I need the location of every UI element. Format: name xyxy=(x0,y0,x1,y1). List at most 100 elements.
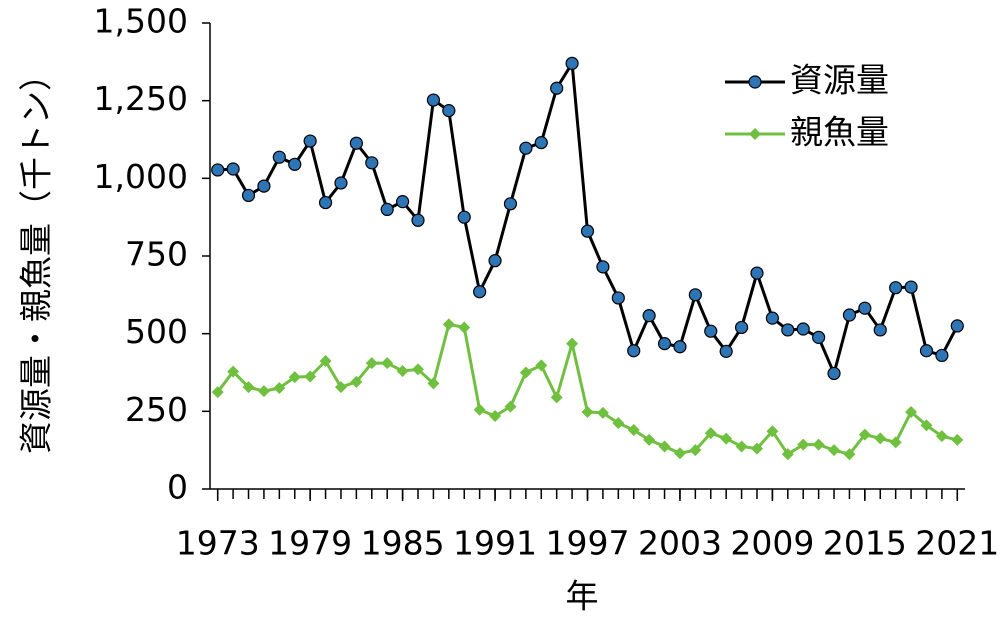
marker xyxy=(734,320,749,335)
y-tick-label: 1,250 xyxy=(94,79,188,118)
marker xyxy=(688,288,702,302)
marker xyxy=(458,321,471,334)
y-tick-label: 0 xyxy=(167,468,188,507)
marker xyxy=(843,448,856,461)
marker xyxy=(242,381,255,394)
marker xyxy=(765,311,779,325)
marker xyxy=(412,363,425,376)
marker xyxy=(796,322,810,336)
y-tick-label: 1,500 xyxy=(94,2,188,41)
marker xyxy=(211,386,224,399)
marker xyxy=(828,444,841,457)
y-axis-title: 資源量・親魚量（千トン） xyxy=(17,58,56,454)
marker xyxy=(241,188,256,203)
legend-label: 資源量 xyxy=(790,61,889,100)
marker xyxy=(904,280,918,294)
marker xyxy=(396,195,410,209)
marker xyxy=(257,385,270,398)
x-tick-label: 2021 xyxy=(915,524,999,563)
marker xyxy=(442,318,455,331)
marker xyxy=(612,417,625,430)
marker xyxy=(858,428,871,441)
marker xyxy=(827,366,841,381)
marker xyxy=(812,330,826,344)
marker xyxy=(781,323,795,337)
marker xyxy=(748,75,762,89)
marker xyxy=(334,381,347,394)
marker xyxy=(566,337,579,350)
marker xyxy=(442,104,456,118)
marker xyxy=(473,403,486,416)
marker xyxy=(611,291,625,305)
marker xyxy=(581,405,594,418)
marker xyxy=(596,406,609,419)
marker xyxy=(488,254,502,268)
marker xyxy=(504,400,517,413)
marker xyxy=(349,136,363,150)
marker xyxy=(426,93,441,107)
marker xyxy=(750,266,764,280)
marker xyxy=(951,433,964,446)
marker xyxy=(720,432,733,445)
marker xyxy=(288,157,302,171)
marker xyxy=(627,423,640,436)
marker xyxy=(919,344,934,358)
marker xyxy=(704,324,718,338)
marker xyxy=(889,281,903,295)
marker xyxy=(503,197,518,211)
marker xyxy=(226,162,240,176)
marker xyxy=(457,210,471,224)
marker xyxy=(580,224,595,238)
x-tick-label: 1973 xyxy=(176,524,260,563)
marker xyxy=(950,319,964,333)
x-tick-label: 2003 xyxy=(638,524,722,563)
marker xyxy=(304,370,317,383)
marker xyxy=(318,195,333,210)
marker xyxy=(272,150,286,164)
marker xyxy=(905,405,918,418)
x-tick-label: 1979 xyxy=(268,524,352,563)
y-tick-label: 250 xyxy=(125,390,188,429)
marker xyxy=(489,409,502,422)
y-tick-label: 1,000 xyxy=(94,157,188,196)
marker xyxy=(350,375,363,388)
y-tick-label: 750 xyxy=(125,235,188,274)
marker xyxy=(257,179,271,193)
marker xyxy=(858,301,872,315)
marker xyxy=(381,357,394,370)
series-line xyxy=(217,58,959,379)
y-tick-label: 500 xyxy=(125,312,188,351)
series-line xyxy=(216,322,958,457)
marker xyxy=(673,340,687,354)
marker xyxy=(642,309,656,323)
marker xyxy=(534,136,548,150)
marker xyxy=(627,344,641,358)
marker xyxy=(550,81,564,95)
marker xyxy=(873,323,887,337)
x-tick-label: 2015 xyxy=(823,524,907,563)
x-tick-label: 2009 xyxy=(730,524,814,563)
marker xyxy=(673,447,686,460)
marker xyxy=(288,371,301,384)
marker xyxy=(781,448,794,461)
marker xyxy=(211,163,225,177)
marker xyxy=(750,442,763,455)
x-tick-label: 1991 xyxy=(453,524,537,563)
x-axis-title: 年 xyxy=(566,577,599,616)
marker xyxy=(658,440,671,453)
legend-label: 親魚量 xyxy=(790,113,889,152)
marker xyxy=(365,156,379,170)
marker xyxy=(380,202,394,216)
marker xyxy=(396,364,409,377)
marker xyxy=(273,382,286,395)
marker xyxy=(719,344,733,358)
marker xyxy=(920,419,933,432)
marker xyxy=(303,134,317,148)
x-tick-label: 1997 xyxy=(546,524,630,563)
marker xyxy=(365,357,378,370)
marker xyxy=(689,444,702,457)
marker xyxy=(519,141,533,155)
marker xyxy=(411,213,425,227)
